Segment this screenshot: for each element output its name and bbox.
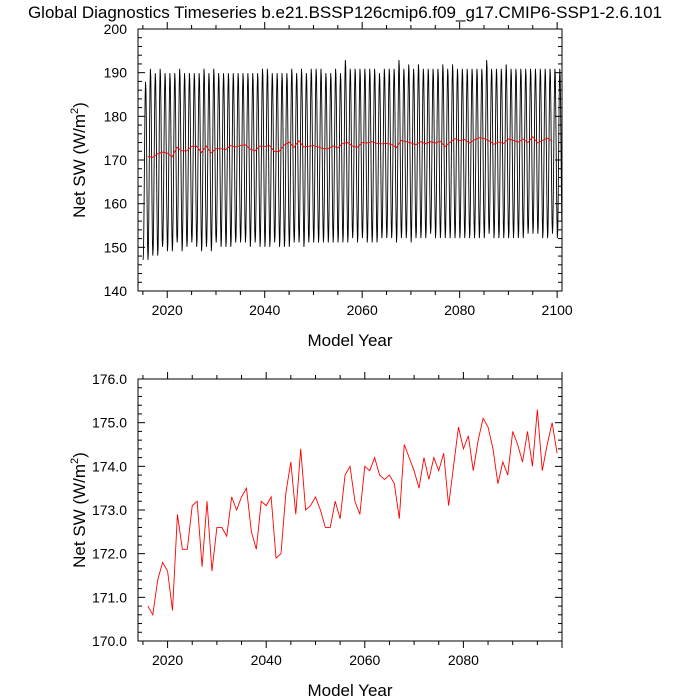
series-line-1	[147, 136, 553, 158]
plot-frame	[137, 378, 563, 642]
x-tick-label: 2080	[444, 302, 475, 318]
y-tick-label: 150	[104, 239, 128, 255]
series-line-0	[142, 60, 563, 260]
y-axis-label: Net SW (W/m2)	[69, 102, 89, 218]
y-tick-label: 140	[104, 283, 128, 299]
x-tick-label: 2020	[152, 302, 183, 318]
y-tick-label: 174.0	[92, 458, 127, 474]
plot-frame	[137, 28, 563, 292]
x-tick-label: 2020	[152, 652, 183, 668]
x-tick-label: 2060	[347, 302, 378, 318]
x-tick-label: 2060	[349, 652, 380, 668]
y-tick-label: 173.0	[92, 502, 127, 518]
series-line-0	[147, 409, 558, 617]
x-axis-label: Model Year	[307, 681, 392, 700]
x-tick-label: 2040	[251, 652, 282, 668]
y-tick-label: 176.0	[92, 371, 127, 387]
y-tick-label: 170.0	[92, 633, 127, 649]
y-tick-label: 160	[104, 196, 128, 212]
y-tick-label: 170	[104, 152, 128, 168]
y-axis-label: Net SW (W/m2)	[69, 452, 89, 568]
chart-top-panel: 140 150 160 170 180 190 200 2020 2040 2060 2080 210…	[69, 21, 573, 350]
y-tick-label: 190	[104, 65, 128, 81]
x-tick-label: 2040	[249, 302, 280, 318]
y-tick-label: 180	[104, 108, 128, 124]
y-tick-label: 200	[104, 21, 128, 37]
x-axis-label: Model Year	[307, 331, 392, 350]
x-tick-label: 2100	[542, 302, 573, 318]
x-tick-label: 2080	[448, 652, 479, 668]
y-tick-label: 171.0	[92, 589, 127, 605]
figure-title: Global Diagnostics Timeseries b.e21.BSSP…	[28, 3, 662, 22]
y-tick-label: 172.0	[92, 546, 127, 562]
chart-bottom-panel: 170.0 171.0 172.0 173.0 174.0 175.0 176.0 2020 2…	[69, 371, 563, 700]
y-tick-label: 175.0	[92, 415, 127, 431]
